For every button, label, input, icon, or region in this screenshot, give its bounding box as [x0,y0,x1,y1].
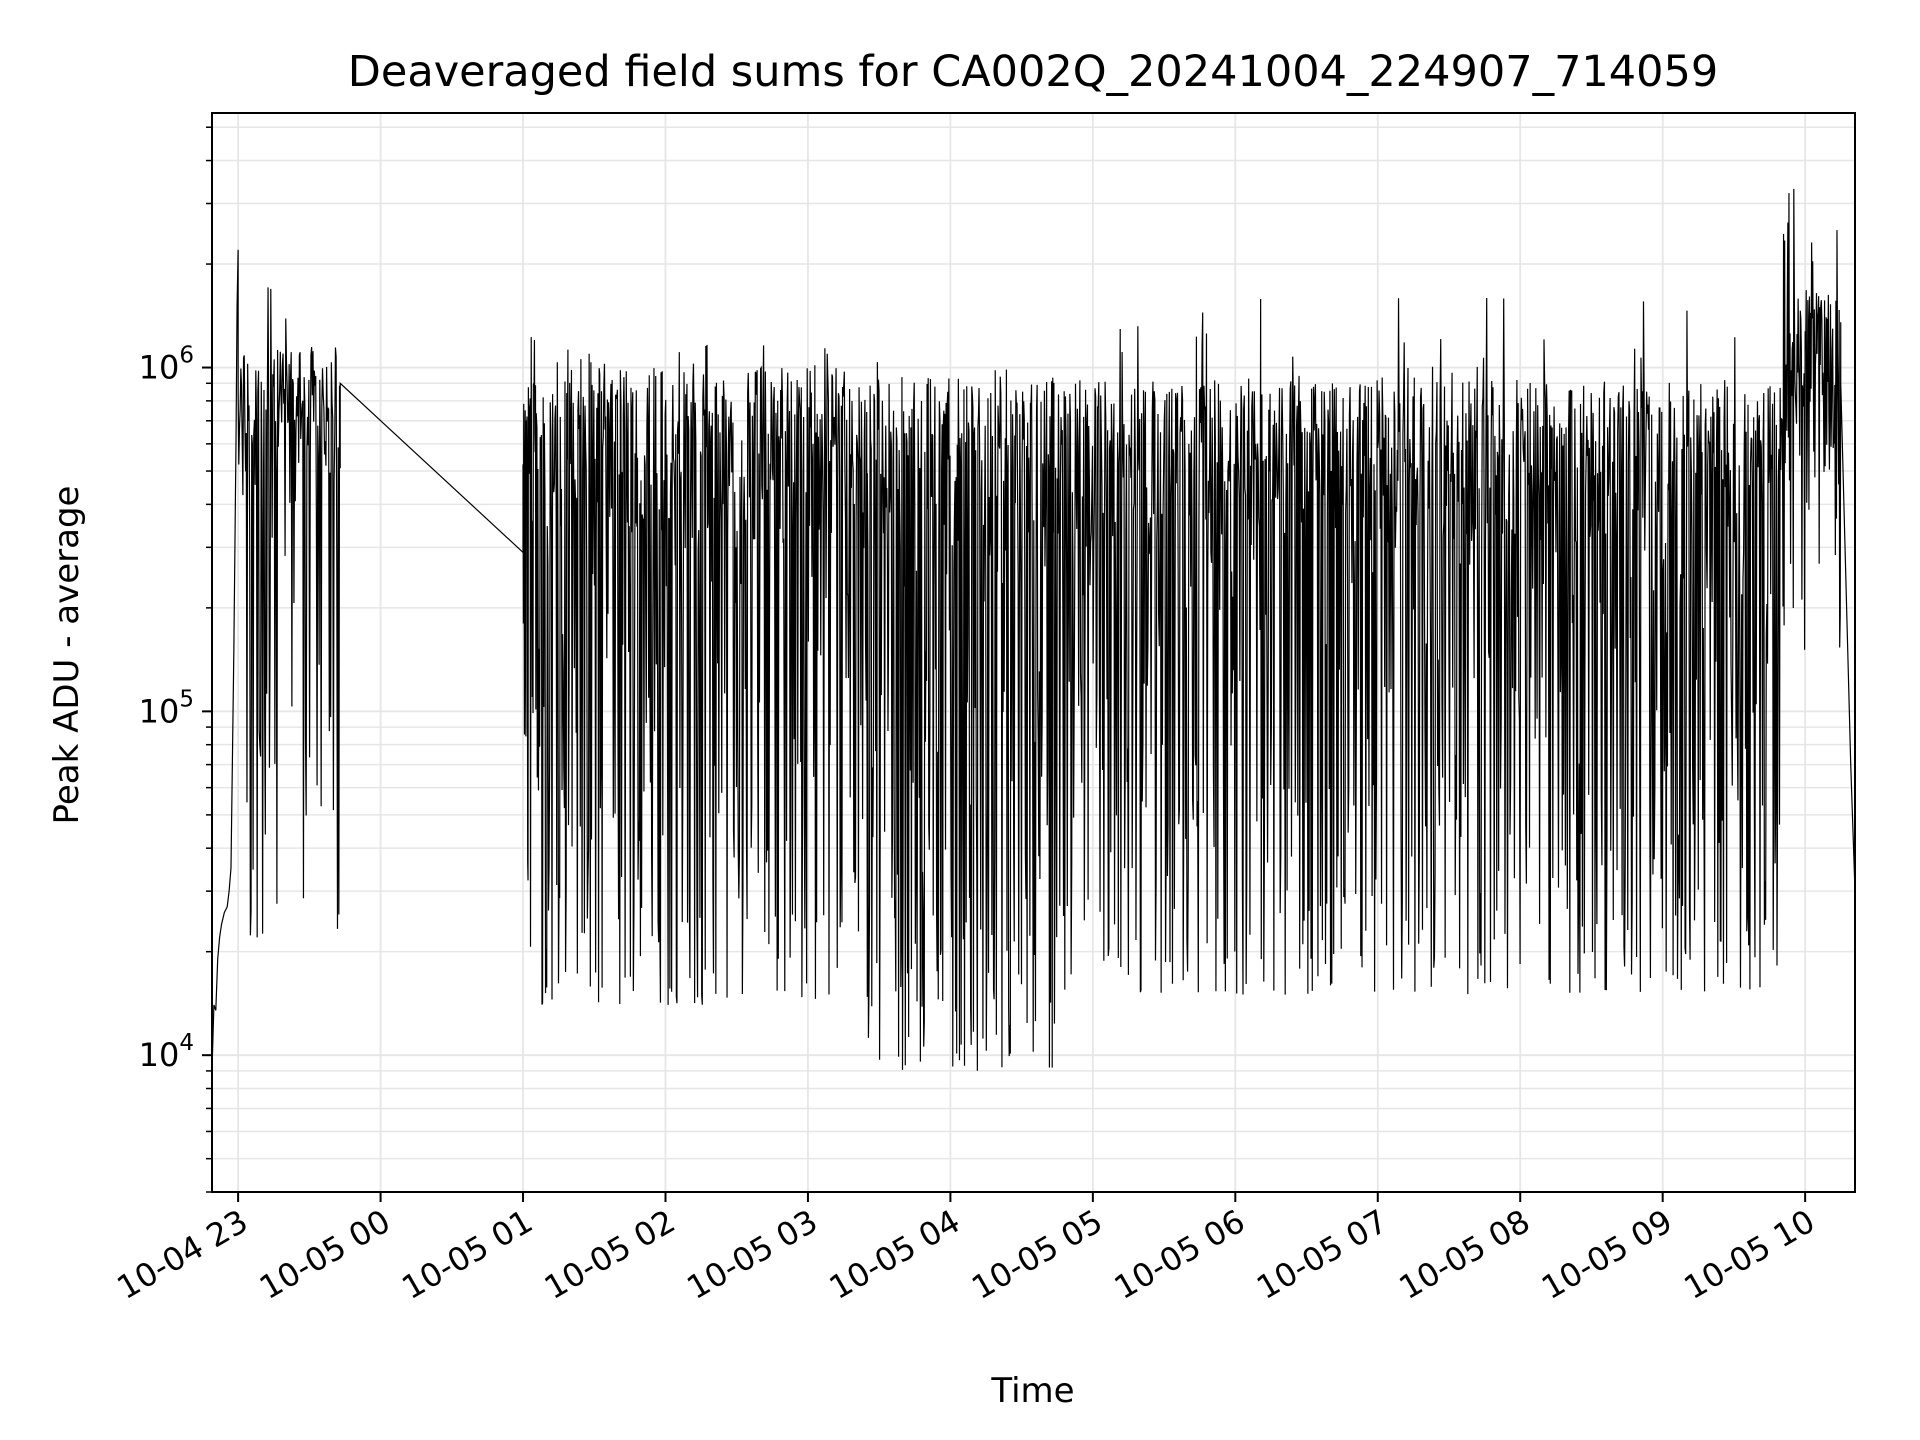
x-axis-title: Time [990,1371,1074,1411]
y-tick-label: 104 [139,1030,194,1074]
y-axis-title: Peak ADU - average [47,486,87,825]
y-tick-label: 105 [139,686,194,730]
chart-title: Deaveraged field sums for CA002Q_2024100… [348,47,1718,97]
y-axis: 104 105 106 [139,126,212,1193]
y-tick-label: 106 [139,343,194,387]
plot-area [211,188,1856,1071]
series-line [211,188,1856,1071]
plot-frame [211,112,1856,1193]
